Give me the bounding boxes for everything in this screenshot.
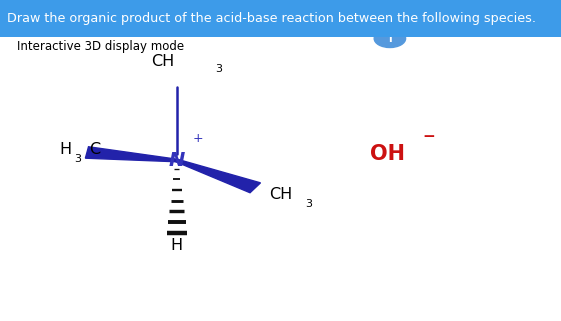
FancyBboxPatch shape <box>0 0 561 37</box>
Text: H: H <box>59 142 71 157</box>
Polygon shape <box>85 147 177 162</box>
Text: Interactive 3D display mode: Interactive 3D display mode <box>17 40 184 53</box>
Text: H: H <box>171 238 183 253</box>
Text: 3: 3 <box>74 154 81 164</box>
Text: 3: 3 <box>305 199 312 209</box>
Text: i: i <box>388 33 392 44</box>
Text: OH: OH <box>370 144 405 164</box>
Text: +: + <box>193 132 203 144</box>
Text: CH: CH <box>151 54 174 69</box>
Polygon shape <box>176 160 260 193</box>
Text: N: N <box>168 151 185 170</box>
Circle shape <box>374 30 406 48</box>
Text: Draw the organic product of the acid-base reaction between the following species: Draw the organic product of the acid-bas… <box>7 12 536 25</box>
Text: C: C <box>89 142 100 157</box>
Text: −: − <box>422 129 435 144</box>
Text: 3: 3 <box>215 64 222 74</box>
Text: CH: CH <box>269 187 292 202</box>
